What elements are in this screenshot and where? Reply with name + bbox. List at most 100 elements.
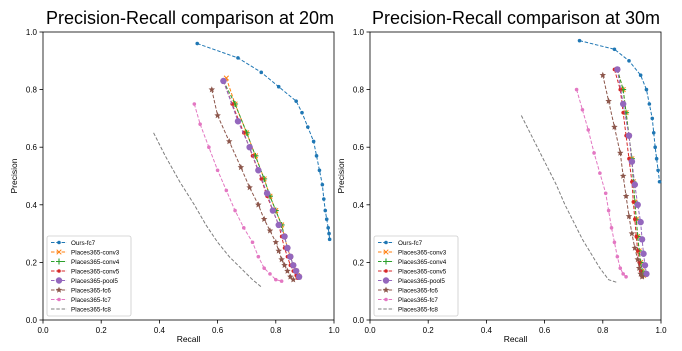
legend-label: Places365-fc6 <box>398 287 438 294</box>
x-tick-label: 1.0 <box>655 326 667 335</box>
x-tick-label: 0.2 <box>96 326 108 335</box>
data-point <box>234 118 242 125</box>
y-axis-label: Precision <box>9 158 19 193</box>
data-point <box>631 181 639 188</box>
data-point <box>294 99 298 103</box>
data-point <box>621 110 625 115</box>
series-line <box>616 69 647 275</box>
x-tick-label: 1.0 <box>328 326 340 335</box>
x-tick-label: 0.2 <box>423 326 435 335</box>
data-point <box>631 244 639 251</box>
legend-marker <box>56 249 62 255</box>
data-point <box>625 132 633 139</box>
data-point <box>323 208 328 213</box>
legend-box <box>373 235 459 317</box>
chart-2: Precision-Recall comparison at 30m 0.0 0.2… <box>336 8 667 344</box>
series-line <box>616 69 645 276</box>
data-point <box>320 182 325 187</box>
data-point <box>224 188 229 193</box>
series-line <box>579 40 661 182</box>
x-axis-label: Recall <box>504 334 528 344</box>
data-point <box>603 191 608 196</box>
data-point <box>615 254 620 259</box>
data-point <box>262 266 266 270</box>
data-point <box>619 172 627 179</box>
x-tick-label: 0.8 <box>597 326 609 335</box>
data-point <box>612 47 617 52</box>
series-Places365-conv4 <box>614 66 647 279</box>
series-Places365-fc7 <box>574 87 628 279</box>
y-tick-label: 0.0 <box>26 316 38 325</box>
data-point <box>605 97 612 104</box>
data-point <box>656 168 660 173</box>
legend-label: Places365-conv5 <box>398 268 447 275</box>
data-point <box>635 264 643 271</box>
data-point <box>256 254 261 259</box>
x-tick-label: 0.6 <box>212 326 224 335</box>
data-point <box>617 149 624 156</box>
series-Ours-fc7 <box>195 41 332 242</box>
data-point <box>311 139 316 144</box>
series-line <box>613 69 643 277</box>
legend-marker <box>384 297 388 302</box>
data-point <box>250 240 255 245</box>
legend-marker <box>383 249 389 255</box>
legend-label: Places365-conv5 <box>71 268 120 275</box>
legend-marker <box>57 240 61 245</box>
x-axis-label: Recall <box>177 334 201 344</box>
data-point <box>246 184 253 191</box>
data-point <box>327 231 331 236</box>
data-point <box>290 276 297 283</box>
legend-marker <box>384 269 388 273</box>
legend-label: Places365-conv3 <box>71 249 120 256</box>
data-point <box>624 275 628 279</box>
data-point <box>281 261 288 269</box>
data-point <box>606 208 611 213</box>
data-point <box>614 66 621 73</box>
data-point <box>634 256 641 263</box>
legend-label: Places365-conv4 <box>398 259 447 266</box>
data-point <box>192 102 197 106</box>
data-point <box>625 212 633 220</box>
data-point <box>641 262 649 269</box>
data-point <box>269 207 277 214</box>
legend-marker <box>382 286 390 293</box>
data-point <box>292 267 300 275</box>
data-point <box>628 230 636 237</box>
data-point <box>255 201 262 208</box>
data-point <box>637 218 644 226</box>
data-point <box>287 273 294 280</box>
data-point <box>300 110 304 115</box>
data-point <box>621 272 625 276</box>
y-tick-label: 0.2 <box>26 258 38 267</box>
legend: Ours-fc7 Places365-conv3 Places365-conv4 Pl… <box>373 235 459 317</box>
legend-label: Places365-fc8 <box>71 306 111 313</box>
data-point <box>634 234 639 239</box>
series-Places365-fc8 <box>153 132 262 288</box>
series-Places365-conv5 <box>612 67 644 279</box>
y-tick-label: 1.0 <box>26 28 38 37</box>
data-point <box>214 112 221 119</box>
series-line <box>616 69 645 276</box>
legend-marker <box>55 286 63 293</box>
data-point <box>634 201 641 208</box>
data-point <box>275 247 282 254</box>
data-point <box>628 158 636 165</box>
chart-title: Precision-Recall comparison at 20m <box>46 8 334 28</box>
plot-frame <box>369 31 662 321</box>
data-point <box>208 86 216 93</box>
data-point <box>653 145 657 149</box>
series-Places365-fc8 <box>520 115 618 284</box>
plot-frame <box>42 31 335 321</box>
data-point <box>324 217 329 221</box>
data-point <box>640 250 647 257</box>
data-point <box>631 200 636 204</box>
data-point <box>651 131 656 135</box>
legend-label: Places365-conv3 <box>398 249 447 256</box>
data-point <box>612 240 617 245</box>
data-point <box>195 41 200 46</box>
x-tick-label: 0.8 <box>270 326 282 335</box>
data-point <box>657 179 662 184</box>
x-tick-label: 0.4 <box>154 326 166 335</box>
